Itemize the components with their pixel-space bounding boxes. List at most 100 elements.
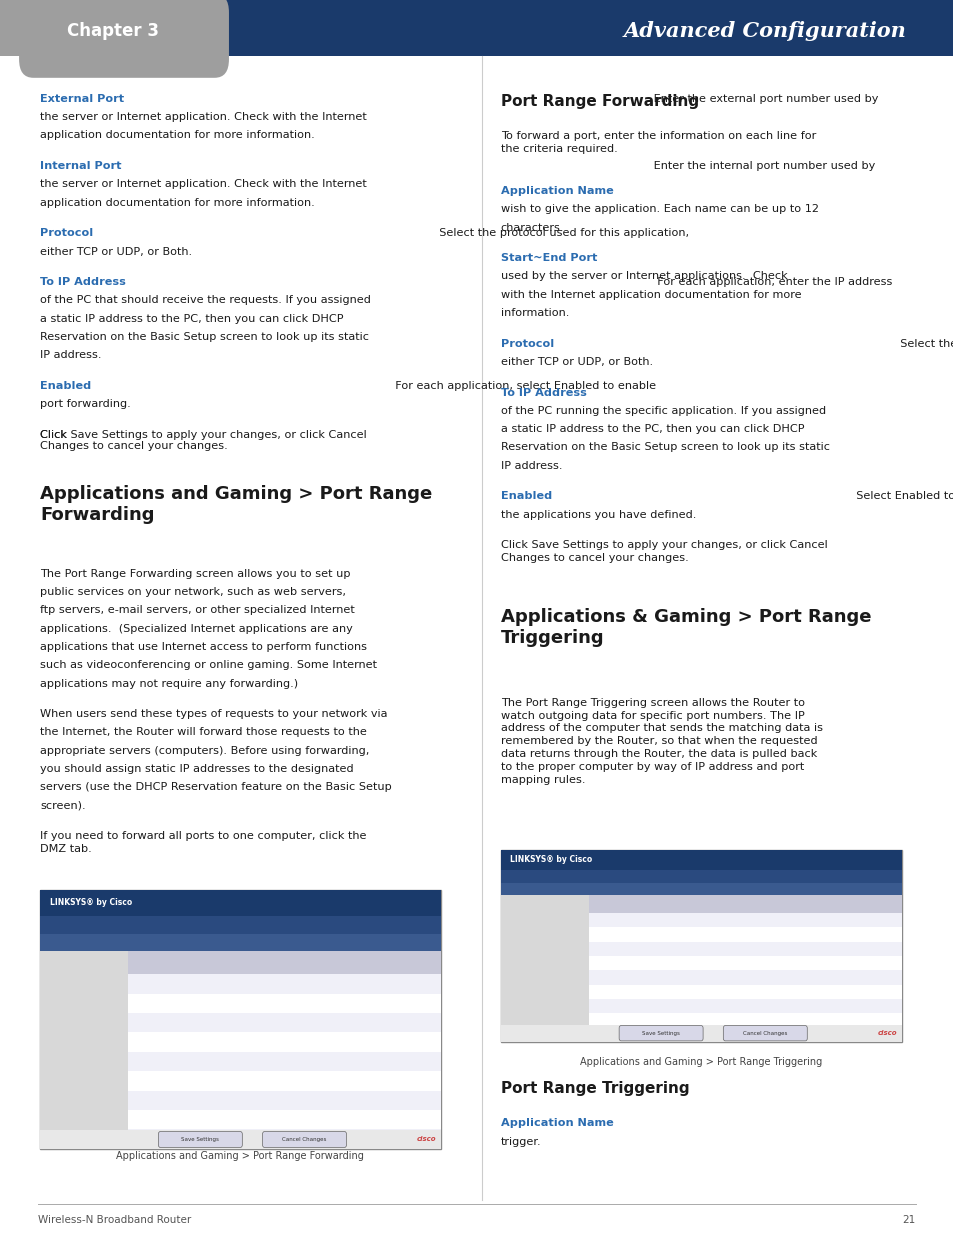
Bar — [128, 1110, 440, 1129]
Bar — [500, 869, 901, 883]
Text: External Port: External Port — [40, 94, 128, 104]
Bar — [128, 951, 440, 974]
Text: Internal Port: Internal Port — [40, 161, 125, 170]
Text: applications that use Internet access to perform functions: applications that use Internet access to… — [40, 642, 367, 652]
Text: Save Settings: Save Settings — [181, 1137, 219, 1142]
Text: For each application, enter the IP address: For each application, enter the IP addre… — [649, 277, 891, 287]
Bar — [40, 934, 440, 951]
Bar — [588, 927, 901, 941]
FancyBboxPatch shape — [224, 0, 953, 56]
Text: When users send these types of requests to your network via: When users send these types of requests … — [40, 709, 387, 719]
Bar — [588, 999, 901, 1013]
Text: LINKSYS® by Cisco: LINKSYS® by Cisco — [50, 898, 132, 908]
Bar — [128, 974, 440, 994]
Text: Application Name: Application Name — [500, 186, 617, 196]
Text: IP address.: IP address. — [500, 461, 561, 471]
Bar — [128, 1052, 440, 1071]
Text: Start~End Port: Start~End Port — [500, 253, 600, 263]
Text: Cancel Changes: Cancel Changes — [282, 1137, 326, 1142]
Bar — [40, 890, 440, 916]
Text: Reservation on the Basic Setup screen to look up its static: Reservation on the Basic Setup screen to… — [40, 332, 369, 342]
Bar — [128, 1013, 440, 1032]
Bar — [500, 851, 901, 869]
Bar — [128, 1129, 440, 1149]
Bar — [40, 1130, 440, 1149]
Text: application documentation for more information.: application documentation for more infor… — [40, 198, 314, 207]
Text: servers (use the DHCP Reservation feature on the Basic Setup: servers (use the DHCP Reservation featur… — [40, 782, 392, 792]
Bar — [500, 883, 901, 895]
Text: To IP Address: To IP Address — [40, 277, 130, 287]
Text: screen).: screen). — [40, 800, 86, 810]
Text: the server or Internet application. Check with the Internet: the server or Internet application. Chec… — [40, 179, 367, 189]
Text: a static IP address to the PC, then you can click DHCP: a static IP address to the PC, then you … — [500, 424, 803, 433]
Text: of the PC that should receive the requests. If you assigned: of the PC that should receive the reques… — [40, 295, 371, 305]
Text: application documentation for more information.: application documentation for more infor… — [40, 131, 314, 141]
Text: either TCP or UDP, or Both.: either TCP or UDP, or Both. — [40, 247, 192, 257]
Text: Click Save Settings to apply your changes, or click Cancel
Changes to cancel you: Click Save Settings to apply your change… — [40, 430, 367, 451]
Text: Applications and Gaming > Port Range
Forwarding: Applications and Gaming > Port Range For… — [40, 485, 432, 525]
Bar — [40, 951, 128, 1149]
Text: trigger.: trigger. — [500, 1136, 541, 1146]
Bar — [588, 1028, 901, 1042]
Text: Protocol: Protocol — [500, 338, 558, 348]
Text: applications.  (Specialized Internet applications are any: applications. (Specialized Internet appl… — [40, 624, 353, 634]
Bar — [500, 895, 588, 1042]
Bar — [588, 1013, 901, 1028]
Bar — [40, 890, 440, 1149]
Bar — [500, 851, 901, 1042]
Text: Applications and Gaming > Port Range Triggering: Applications and Gaming > Port Range Tri… — [579, 1057, 821, 1067]
Text: a static IP address to the PC, then you can click DHCP: a static IP address to the PC, then you … — [40, 314, 343, 324]
Text: you should assign static IP addresses to the designated: you should assign static IP addresses to… — [40, 764, 354, 774]
Text: Protocol: Protocol — [40, 228, 97, 238]
Bar — [128, 951, 440, 1149]
FancyBboxPatch shape — [722, 1025, 806, 1041]
FancyBboxPatch shape — [158, 1131, 242, 1147]
Bar — [40, 916, 440, 934]
Text: For each application, select Enabled to enable: For each application, select Enabled to … — [388, 380, 656, 390]
Text: Reservation on the Basic Setup screen to look up its static: Reservation on the Basic Setup screen to… — [500, 442, 829, 452]
Bar — [128, 994, 440, 1013]
Text: Click: Click — [40, 430, 71, 440]
Bar — [588, 956, 901, 971]
Text: Chapter 3: Chapter 3 — [67, 22, 158, 41]
FancyBboxPatch shape — [19, 0, 229, 78]
Bar — [128, 1032, 440, 1052]
Bar — [128, 1071, 440, 1091]
Text: Enter the internal port number used by: Enter the internal port number used by — [649, 161, 874, 170]
Text: appropriate servers (computers). Before using forwarding,: appropriate servers (computers). Before … — [40, 746, 369, 756]
Bar — [588, 941, 901, 956]
Bar — [588, 895, 901, 913]
Bar — [500, 1025, 901, 1042]
Text: ftp servers, e-mail servers, or other specialized Internet: ftp servers, e-mail servers, or other sp… — [40, 605, 355, 615]
Text: port forwarding.: port forwarding. — [40, 399, 131, 409]
Text: the applications you have defined.: the applications you have defined. — [500, 510, 696, 520]
FancyBboxPatch shape — [262, 1131, 346, 1147]
Text: Wireless-N Broadband Router: Wireless-N Broadband Router — [38, 1215, 192, 1225]
Text: If you need to forward all ports to one computer, click the
DMZ tab.: If you need to forward all ports to one … — [40, 831, 366, 853]
Text: The Port Range Triggering screen allows the Router to
watch outgoing data for sp: The Port Range Triggering screen allows … — [500, 698, 822, 784]
Text: Cancel Changes: Cancel Changes — [742, 1031, 786, 1036]
Text: Select the protocol used for this application,: Select the protocol used for this applic… — [892, 338, 953, 348]
Text: Port Range Triggering: Port Range Triggering — [500, 1082, 689, 1097]
Bar — [588, 971, 901, 984]
Text: Enabled: Enabled — [500, 492, 556, 501]
Text: LINKSYS® by Cisco: LINKSYS® by Cisco — [510, 856, 592, 864]
FancyBboxPatch shape — [618, 1025, 702, 1041]
Text: cisco: cisco — [877, 1030, 896, 1036]
Text: such as videoconferencing or online gaming. Some Internet: such as videoconferencing or online gami… — [40, 661, 376, 671]
Text: the Internet, the Router will forward those requests to the: the Internet, the Router will forward th… — [40, 727, 367, 737]
Text: Enter the external port number used by: Enter the external port number used by — [649, 94, 877, 104]
Bar — [588, 913, 901, 927]
Text: public services on your network, such as web servers,: public services on your network, such as… — [40, 587, 346, 597]
Text: information.: information. — [500, 308, 569, 317]
Text: characters.: characters. — [500, 222, 564, 232]
Text: either TCP or UDP, or Both.: either TCP or UDP, or Both. — [500, 357, 652, 367]
Text: wish to give the application. Each name can be up to 12: wish to give the application. Each name … — [500, 204, 818, 214]
Text: IP address.: IP address. — [40, 351, 101, 361]
Text: applications may not require any forwarding.): applications may not require any forward… — [40, 678, 298, 688]
Text: used by the server or Internet applications.  Check: used by the server or Internet applicati… — [500, 272, 786, 282]
Text: Port Range Forwarding: Port Range Forwarding — [500, 94, 699, 109]
Text: Advanced Configuration: Advanced Configuration — [623, 21, 905, 42]
Text: of the PC running the specific application. If you assigned: of the PC running the specific applicati… — [500, 406, 825, 416]
Text: The Port Range Forwarding screen allows you to set up: The Port Range Forwarding screen allows … — [40, 569, 350, 579]
